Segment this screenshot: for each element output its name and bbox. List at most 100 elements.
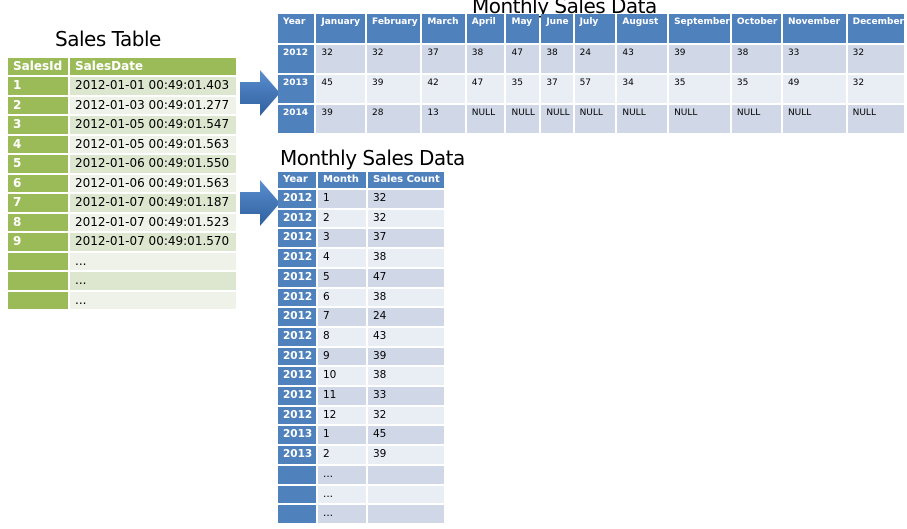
arrow-right-icon bbox=[240, 180, 280, 226]
pivot-table: Year January February March April May June July… bbox=[276, 12, 906, 135]
sales-date-cell: 2012-01-07 00:49:01.570 bbox=[70, 233, 236, 251]
value-cell: 35 bbox=[669, 75, 730, 103]
sales-date-cell: 2012-01-07 00:49:01.187 bbox=[70, 194, 236, 212]
header-year: Year bbox=[278, 172, 316, 188]
value-cell: 39 bbox=[367, 75, 421, 103]
year-cell bbox=[278, 465, 316, 484]
value-cell: 35 bbox=[731, 75, 781, 103]
month-cell: 4 bbox=[318, 249, 366, 267]
header-sales-count: Sales Count bbox=[368, 172, 444, 188]
month-cell: 12 bbox=[318, 406, 366, 425]
monthly-table: Year Month Sales Count 2012 1 32 2012 2 32 2012 3… bbox=[276, 170, 446, 525]
table-row: ... bbox=[278, 465, 444, 484]
sales-date-cell: 2012-01-01 00:49:01.403 bbox=[70, 77, 236, 95]
sales-count-cell bbox=[368, 505, 444, 523]
value-cell: 35 bbox=[506, 75, 540, 103]
month-cell: 2 bbox=[318, 446, 366, 464]
sales-count-cell: 39 bbox=[368, 347, 444, 366]
sales-date-cell: ... bbox=[70, 272, 236, 290]
value-cell: 33 bbox=[782, 45, 846, 73]
year-cell: 2012 bbox=[278, 229, 316, 248]
month-cell: 1 bbox=[318, 426, 366, 445]
table-row: ... bbox=[8, 272, 236, 290]
sales-count-cell: 45 bbox=[368, 426, 444, 445]
value-cell: 47 bbox=[466, 75, 505, 103]
value-cell: 38 bbox=[731, 45, 781, 73]
value-cell: 39 bbox=[669, 45, 730, 73]
header-month: Month bbox=[318, 172, 366, 188]
value-cell: 47 bbox=[506, 45, 540, 73]
table-row: ... bbox=[8, 252, 236, 270]
sales-id-cell: 7 bbox=[8, 194, 68, 212]
table-row: 2013 2 39 bbox=[278, 446, 444, 464]
sales-date-cell: 2012-01-03 00:49:01.277 bbox=[70, 96, 236, 114]
sales-id-cell: 5 bbox=[8, 155, 68, 173]
header-october: October bbox=[731, 14, 781, 43]
sales-date-cell: 2012-01-05 00:49:01.563 bbox=[70, 135, 236, 153]
value-cell: 49 bbox=[782, 75, 846, 103]
sales-date-cell: ... bbox=[70, 291, 236, 309]
sales-id-cell: 9 bbox=[8, 233, 68, 251]
header-january: January bbox=[316, 14, 366, 43]
table-row: 2012 32 32 37 38 47 38 24 43 39 38 33 32 bbox=[278, 45, 904, 73]
value-cell: 45 bbox=[316, 75, 366, 103]
month-cell: ... bbox=[318, 505, 366, 523]
year-cell: 2012 bbox=[278, 367, 316, 386]
month-cell: 2 bbox=[318, 209, 366, 228]
value-cell: NULL bbox=[782, 105, 846, 133]
value-cell: 32 bbox=[847, 45, 904, 73]
table-row: 2012 1 32 bbox=[278, 190, 444, 208]
year-cell: 2012 bbox=[278, 387, 316, 405]
table-row: 2013 1 45 bbox=[278, 426, 444, 445]
month-cell: ... bbox=[318, 485, 366, 504]
sales-id-cell: 6 bbox=[8, 174, 68, 192]
month-cell: ... bbox=[318, 465, 366, 484]
sales-count-cell: 33 bbox=[368, 387, 444, 405]
value-cell: 42 bbox=[422, 75, 465, 103]
year-cell: 2012 bbox=[278, 406, 316, 425]
value-cell: 34 bbox=[617, 75, 668, 103]
table-row: 2012 9 39 bbox=[278, 347, 444, 366]
table-row: 2012 8 43 bbox=[278, 327, 444, 346]
year-cell: 2014 bbox=[278, 105, 315, 133]
table-row: 2012 11 33 bbox=[278, 387, 444, 405]
value-cell: 32 bbox=[367, 45, 421, 73]
value-cell: NULL bbox=[541, 105, 573, 133]
header-november: November bbox=[782, 14, 846, 43]
header-april: April bbox=[466, 14, 505, 43]
sales-count-cell bbox=[368, 465, 444, 484]
sales-id-cell bbox=[8, 291, 68, 309]
month-cell: 9 bbox=[318, 347, 366, 366]
header-salesid: SalesId bbox=[8, 58, 68, 75]
sales-date-cell: 2012-01-05 00:49:01.547 bbox=[70, 116, 236, 134]
sales-count-cell: 43 bbox=[368, 327, 444, 346]
header-june: June bbox=[541, 14, 573, 43]
sales-count-cell: 32 bbox=[368, 190, 444, 208]
header-year: Year bbox=[278, 14, 315, 43]
header-august: August bbox=[617, 14, 668, 43]
value-cell: NULL bbox=[847, 105, 904, 133]
year-cell: 2012 bbox=[278, 327, 316, 346]
sales-count-cell: 39 bbox=[368, 446, 444, 464]
month-cell: 8 bbox=[318, 327, 366, 346]
value-cell: NULL bbox=[731, 105, 781, 133]
header-february: February bbox=[367, 14, 421, 43]
table-row: ... bbox=[278, 485, 444, 504]
year-cell: 2012 bbox=[278, 249, 316, 267]
sales-date-cell: 2012-01-07 00:49:01.523 bbox=[70, 213, 236, 231]
arrow-right-icon bbox=[240, 70, 280, 116]
value-cell: NULL bbox=[574, 105, 616, 133]
table-row: 1 2012-01-01 00:49:01.403 bbox=[8, 77, 236, 95]
value-cell: NULL bbox=[617, 105, 668, 133]
sales-count-cell: 47 bbox=[368, 268, 444, 287]
year-cell: 2012 bbox=[278, 268, 316, 287]
month-cell: 6 bbox=[318, 288, 366, 307]
sales-count-cell: 37 bbox=[368, 229, 444, 248]
table-row: ... bbox=[278, 505, 444, 523]
table-row: 9 2012-01-07 00:49:01.570 bbox=[8, 233, 236, 251]
table-row: 5 2012-01-06 00:49:01.550 bbox=[8, 155, 236, 173]
value-cell: 39 bbox=[316, 105, 366, 133]
table-row: 2013 45 39 42 47 35 37 57 34 35 35 49 32 bbox=[278, 75, 904, 103]
sales-table: SalesId SalesDate 1 2012-01-01 00:49:01.40… bbox=[6, 56, 238, 311]
value-cell: 24 bbox=[574, 45, 616, 73]
